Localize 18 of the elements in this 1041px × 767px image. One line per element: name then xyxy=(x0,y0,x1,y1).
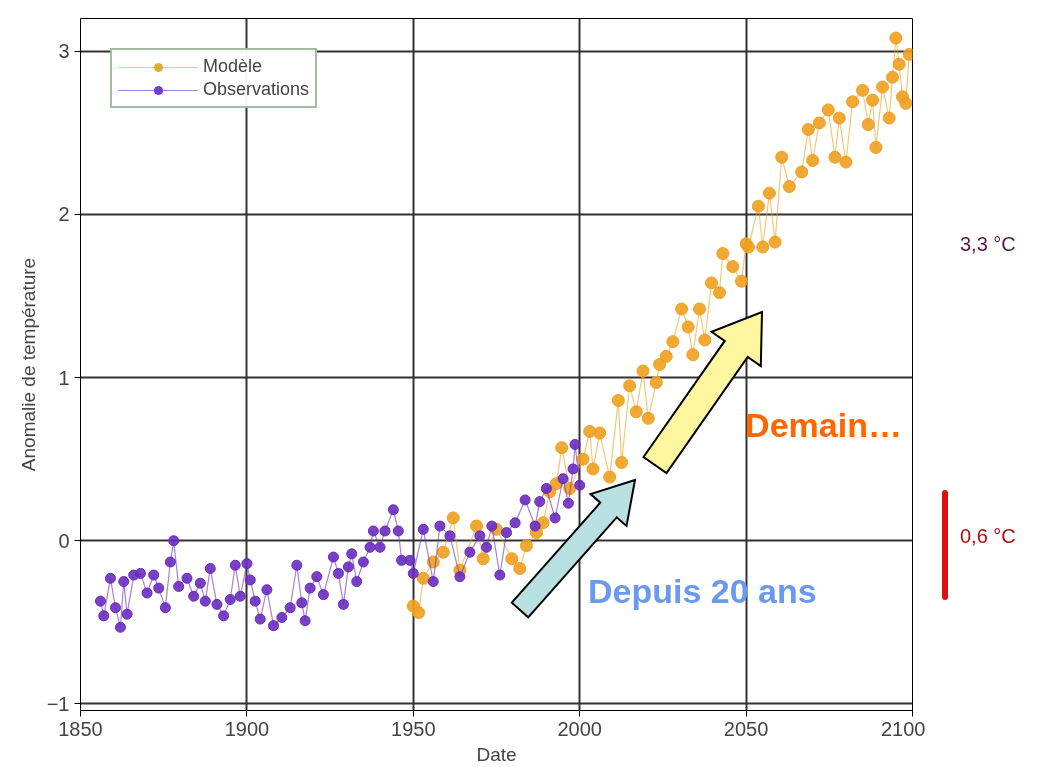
x-tick-label: 1950 xyxy=(391,717,436,740)
legend-label: Observations xyxy=(203,79,310,100)
x-tick-label: 2100 xyxy=(881,717,926,740)
annotation: Demain… xyxy=(745,405,902,444)
x-tick-label: 1900 xyxy=(224,717,270,740)
y-tick-label: 3 xyxy=(58,40,70,63)
text: 3,3 °C xyxy=(960,233,1016,256)
y-tick-label: 2 xyxy=(58,203,70,226)
y-tick-label: 0 xyxy=(58,529,70,552)
x-tick-label: 2000 xyxy=(557,717,602,740)
x-axis-title: Date xyxy=(476,743,517,765)
y-tick-label: 1 xyxy=(58,366,70,389)
x-tick-label: 2050 xyxy=(723,717,769,740)
x-tick-label: 1850 xyxy=(58,717,103,740)
y-axis-title: Anomalie de température xyxy=(17,257,39,472)
legend-label: Modèle xyxy=(203,56,263,77)
text: 0,6 °C xyxy=(960,525,1016,548)
y-tick-label: −1 xyxy=(46,692,70,715)
